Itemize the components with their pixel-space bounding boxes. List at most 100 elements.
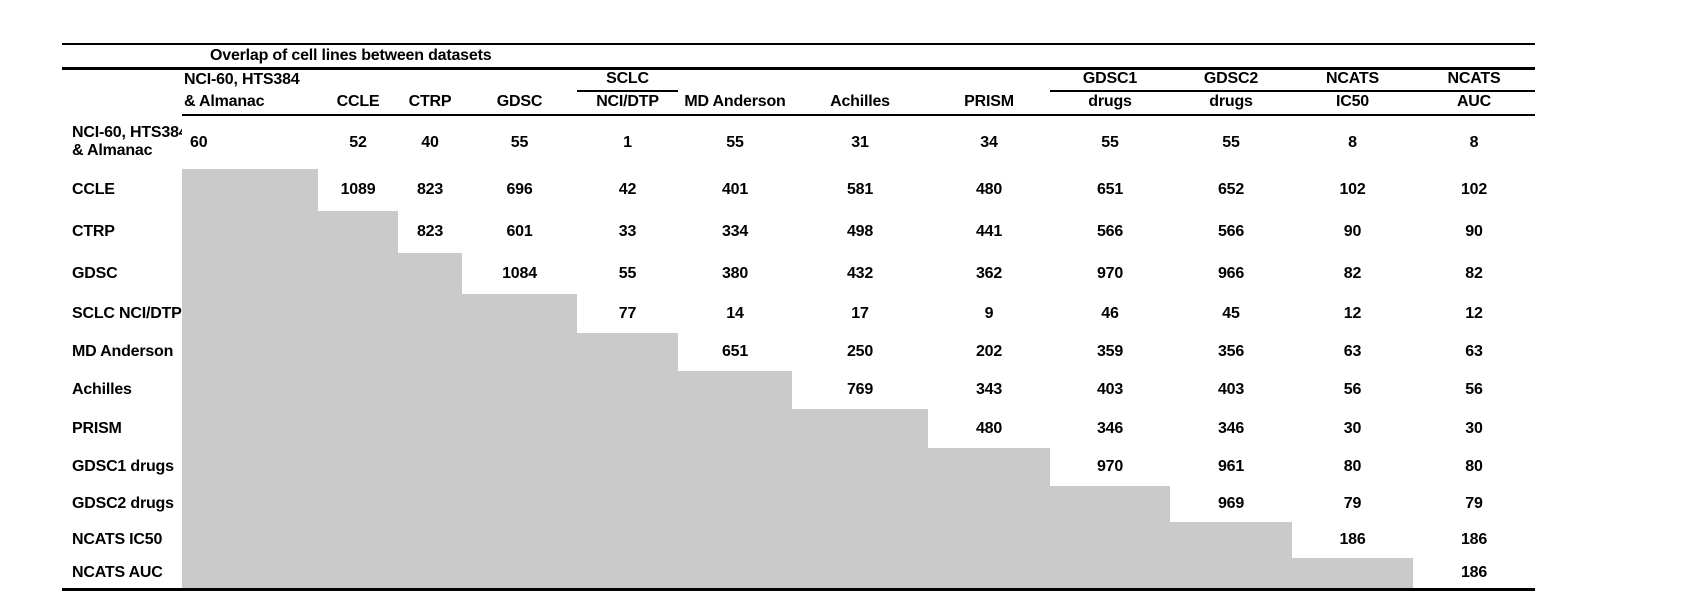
shaded-cell <box>462 522 577 559</box>
empty-header-cell <box>398 69 462 92</box>
value-cell: 8 <box>1469 133 1479 151</box>
value-cell: 403 <box>1217 381 1245 399</box>
value-cell: 581 <box>846 181 874 199</box>
shaded-cell <box>577 409 678 449</box>
value-cell: 9 <box>984 304 994 322</box>
shaded-cell <box>678 522 792 559</box>
shaded-cell <box>398 253 462 295</box>
value-cell: 40 <box>421 133 439 151</box>
col-header-gdsc: GDSC <box>462 91 577 117</box>
col-header-md-anderson: MD Anderson <box>678 91 792 117</box>
shaded-cell <box>1170 522 1292 559</box>
shaded-cell <box>577 448 678 487</box>
shaded-cell <box>182 486 318 523</box>
shaded-cell <box>678 448 792 487</box>
shaded-cell <box>318 333 398 372</box>
shaded-cell <box>577 486 678 523</box>
col-header-gdsc1-line2: drugs <box>1050 91 1170 117</box>
row-header: GDSC <box>72 264 118 282</box>
table-row: CTRP 823 601 33 334 498 441 566 566 90 90 <box>62 211 1535 254</box>
value-cell: 34 <box>980 133 998 151</box>
value-cell: 403 <box>1096 381 1124 399</box>
table-row: NCATS AUC 186 <box>62 558 1535 591</box>
value-cell: 8 <box>1348 133 1357 151</box>
title-row: Overlap of cell lines between datasets <box>62 43 1535 70</box>
shaded-cell <box>398 558 462 591</box>
shaded-cell <box>318 211 398 254</box>
shaded-cell <box>318 522 398 559</box>
empty-header-cell <box>462 69 577 92</box>
value-cell: 63 <box>1343 343 1362 361</box>
shaded-cell <box>462 333 577 372</box>
value-cell: 63 <box>1465 343 1483 361</box>
value-cell: 102 <box>1339 181 1366 199</box>
shaded-cell <box>928 486 1050 523</box>
empty-header-cell <box>318 69 398 92</box>
row-header: PRISM <box>72 419 122 437</box>
value-cell: 80 <box>1343 458 1362 476</box>
value-cell: 80 <box>1465 458 1483 476</box>
shaded-cell <box>318 448 398 487</box>
shaded-cell <box>398 409 462 449</box>
col-header-prism: PRISM <box>928 91 1050 117</box>
value-cell: 102 <box>1460 181 1488 199</box>
value-cell: 651 <box>721 343 749 361</box>
value-cell: 823 <box>416 181 444 199</box>
shaded-cell <box>792 558 928 591</box>
shaded-cell <box>792 486 928 523</box>
col-header-nci60-line1: NCI-60, HTS384 <box>184 71 300 88</box>
row-header: GDSC1 drugs <box>72 458 174 476</box>
value-cell: 14 <box>726 304 744 322</box>
value-cell: 601 <box>506 223 533 241</box>
table-row: MD Anderson 651 250 202 359 356 63 63 <box>62 333 1535 372</box>
value-cell: 250 <box>846 343 874 361</box>
shaded-cell <box>792 448 928 487</box>
shaded-cell <box>577 558 678 591</box>
shaded-cell <box>182 409 318 449</box>
col-header-sclc-line1: SCLC <box>577 68 678 93</box>
row-header: NCATS AUC <box>62 558 182 591</box>
empty-header-cell <box>678 69 792 92</box>
value-cell: 401 <box>721 181 749 199</box>
table-row: PRISM 480 346 346 30 30 <box>62 409 1535 449</box>
shaded-cell <box>462 409 577 449</box>
col-header-nci60-line2: & Almanac <box>182 91 318 117</box>
row-header: SCLC NCI/DTP <box>72 304 182 322</box>
shaded-cell <box>792 522 928 559</box>
table-row: SCLC NCI/DTP 77 14 17 9 46 45 12 12 <box>62 294 1535 334</box>
shaded-cell <box>398 448 462 487</box>
shaded-cell <box>1050 558 1170 591</box>
value-cell: 346 <box>1217 419 1245 437</box>
shaded-cell <box>462 294 577 334</box>
table-row: NCI-60, HTS384 & Almanac 60 52 40 55 1 55 31 34 55… <box>62 115 1535 169</box>
value-cell: 651 <box>1096 181 1124 199</box>
value-cell: 56 <box>1343 381 1362 399</box>
value-cell: 30 <box>1465 419 1483 437</box>
value-cell: 359 <box>1096 343 1124 361</box>
row-header: Achilles <box>72 381 132 399</box>
table-row: CCLE 1089 823 696 42 401 581 480 651 652 102 102 <box>62 169 1535 212</box>
shaded-cell <box>1050 522 1170 559</box>
value-cell: 46 <box>1101 304 1119 322</box>
value-cell: 380 <box>721 264 749 282</box>
value-cell: 498 <box>846 223 874 241</box>
shaded-cell <box>462 371 577 410</box>
value-cell: 55 <box>726 133 744 151</box>
value-cell: 969 <box>1217 495 1245 513</box>
value-cell: 90 <box>1343 223 1362 241</box>
value-cell: 432 <box>846 264 874 282</box>
shaded-cell <box>678 486 792 523</box>
row-header: GDSC2 drugs <box>72 495 174 513</box>
empty-header-cell <box>928 69 1050 92</box>
col-header-ncats-ic50-line2: IC50 <box>1292 91 1413 117</box>
shaded-cell <box>678 371 792 410</box>
value-cell: 966 <box>1217 264 1245 282</box>
shaded-cell <box>577 522 678 559</box>
value-cell: 12 <box>1465 304 1483 322</box>
shaded-cell <box>1050 486 1170 523</box>
value-cell: 961 <box>1217 458 1245 476</box>
value-cell: 30 <box>1343 419 1362 437</box>
header-row-1: NCI-60, HTS384 SCLC GDSC1 GDSC2 NCATS NC… <box>62 68 1535 93</box>
value-cell: 52 <box>349 133 367 151</box>
